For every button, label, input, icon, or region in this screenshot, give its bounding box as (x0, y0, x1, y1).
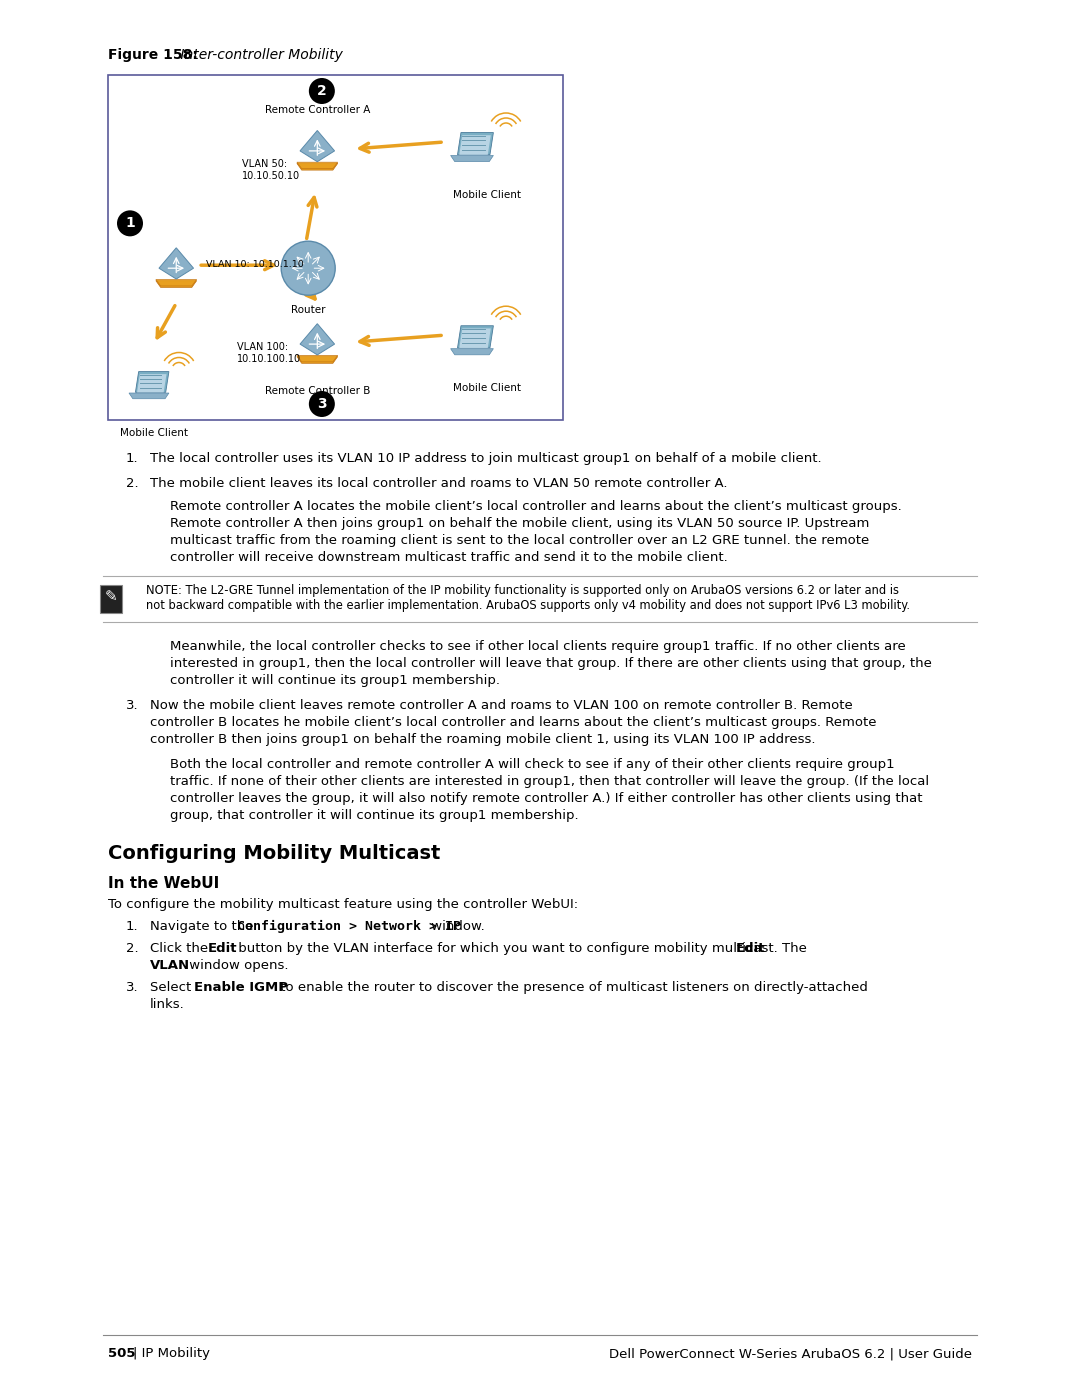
Text: Remote controller A locates the mobile client’s local controller and learns abou: Remote controller A locates the mobile c… (170, 500, 902, 513)
Text: Edit: Edit (208, 942, 238, 956)
Text: controller it will continue its group1 membership.: controller it will continue its group1 m… (170, 673, 500, 687)
Text: button by the VLAN interface for which you want to configure mobility multicast.: button by the VLAN interface for which y… (234, 942, 811, 956)
Polygon shape (297, 163, 338, 170)
Text: VLAN 100:
10.10.100.10: VLAN 100: 10.10.100.10 (238, 342, 301, 365)
Polygon shape (135, 372, 168, 393)
Text: 1.: 1. (126, 921, 138, 933)
Polygon shape (156, 281, 197, 288)
Text: group, that controller it will continue its group1 membership.: group, that controller it will continue … (170, 809, 579, 821)
Text: traffic. If none of their other clients are interested in group1, then that cont: traffic. If none of their other clients … (170, 775, 929, 788)
Text: The local controller uses its VLAN 10 IP address to join multicast group1 on beh: The local controller uses its VLAN 10 IP… (150, 453, 822, 465)
Text: Click the: Click the (150, 942, 213, 956)
Text: VLAN 50:
10.10.50.10: VLAN 50: 10.10.50.10 (242, 159, 300, 182)
Text: Figure 158:: Figure 158: (108, 47, 198, 61)
Text: ✎: ✎ (105, 590, 118, 605)
Circle shape (281, 242, 335, 295)
Text: Router: Router (291, 305, 325, 316)
Text: 2.: 2. (126, 942, 138, 956)
Text: Remote controller A then joins group1 on behalf the mobile client, using its VLA: Remote controller A then joins group1 on… (170, 517, 869, 529)
Circle shape (309, 391, 335, 416)
Polygon shape (459, 328, 490, 348)
Circle shape (117, 211, 143, 236)
Circle shape (309, 78, 335, 103)
Text: Enable IGMP: Enable IGMP (194, 981, 288, 995)
Text: 3.: 3. (126, 981, 138, 995)
Text: controller leaves the group, it will also notify remote controller A.) If either: controller leaves the group, it will als… (170, 792, 922, 805)
Text: Both the local controller and remote controller A will check to see if any of th: Both the local controller and remote con… (170, 759, 894, 771)
Text: Remote Controller B: Remote Controller B (265, 386, 370, 397)
Polygon shape (137, 374, 166, 393)
Text: window opens.: window opens. (185, 958, 288, 972)
Polygon shape (458, 326, 494, 348)
Polygon shape (450, 155, 494, 162)
Text: interested in group1, then the local controller will leave that group. If there : interested in group1, then the local con… (170, 657, 932, 671)
Polygon shape (297, 162, 338, 169)
Text: 2.: 2. (126, 476, 138, 490)
Bar (108, 75, 563, 420)
Text: Configuring Mobility Multicast: Configuring Mobility Multicast (108, 844, 441, 863)
Text: | IP Mobility: | IP Mobility (133, 1347, 210, 1361)
Text: Mobile Client: Mobile Client (453, 383, 521, 393)
Text: Dell PowerConnect W-Series ArubaOS 6.2 | User Guide: Dell PowerConnect W-Series ArubaOS 6.2 |… (609, 1347, 972, 1361)
Text: VLAN: VLAN (150, 958, 190, 972)
Polygon shape (450, 349, 494, 355)
Text: VLAN 10: 10.10.1.10: VLAN 10: 10.10.1.10 (206, 260, 303, 268)
Text: In the WebUI: In the WebUI (108, 876, 219, 891)
Polygon shape (159, 247, 193, 279)
Text: To configure the mobility multicast feature using the controller WebUI:: To configure the mobility multicast feat… (108, 898, 578, 911)
Text: 3.: 3. (126, 698, 138, 712)
Text: NOTE: The L2-GRE Tunnel implementation of the IP mobility functionality is suppo: NOTE: The L2-GRE Tunnel implementation o… (146, 584, 899, 597)
Text: Mobile Client: Mobile Client (120, 429, 188, 439)
Text: 1.: 1. (126, 453, 138, 465)
Text: links.: links. (150, 997, 185, 1011)
Text: to enable the router to discover the presence of multicast listeners on directly: to enable the router to discover the pre… (276, 981, 868, 995)
Text: Edit: Edit (735, 942, 766, 956)
Polygon shape (297, 356, 338, 363)
Polygon shape (129, 393, 168, 398)
Text: controller B locates he mobile client’s local controller and learns about the cl: controller B locates he mobile client’s … (150, 717, 877, 729)
Text: 3: 3 (318, 397, 326, 411)
Text: Now the mobile client leaves remote controller A and roams to VLAN 100 on remote: Now the mobile client leaves remote cont… (150, 698, 853, 712)
Text: Configuration > Network > IP: Configuration > Network > IP (237, 921, 461, 933)
Text: Navigate to the: Navigate to the (150, 921, 258, 933)
Polygon shape (297, 355, 338, 362)
Text: Mobile Client: Mobile Client (453, 190, 521, 200)
Polygon shape (300, 130, 335, 162)
Text: The mobile client leaves its local controller and roams to VLAN 50 remote contro: The mobile client leaves its local contr… (150, 476, 728, 490)
Text: Inter-controller Mobility: Inter-controller Mobility (176, 47, 342, 61)
Text: controller B then joins group1 on behalf the roaming mobile client 1, using its : controller B then joins group1 on behalf… (150, 733, 815, 746)
Polygon shape (156, 279, 197, 286)
Text: multicast traffic from the roaming client is sent to the local controller over a: multicast traffic from the roaming clien… (170, 534, 869, 548)
Text: window.: window. (427, 921, 485, 933)
Text: not backward compatible with the earlier implementation. ArubaOS supports only v: not backward compatible with the earlier… (146, 599, 910, 612)
Text: 505: 505 (108, 1347, 135, 1361)
Text: Meanwhile, the local controller checks to see if other local clients require gro: Meanwhile, the local controller checks t… (170, 640, 906, 652)
Polygon shape (300, 324, 335, 355)
Text: Remote Controller A: Remote Controller A (265, 105, 370, 115)
Text: 1: 1 (125, 217, 135, 231)
Polygon shape (458, 133, 494, 155)
Text: controller will receive downstream multicast traffic and send it to the mobile c: controller will receive downstream multi… (170, 550, 728, 564)
Text: Select: Select (150, 981, 195, 995)
Text: 2: 2 (316, 84, 327, 98)
Bar (100, 585, 122, 613)
Polygon shape (459, 136, 490, 155)
